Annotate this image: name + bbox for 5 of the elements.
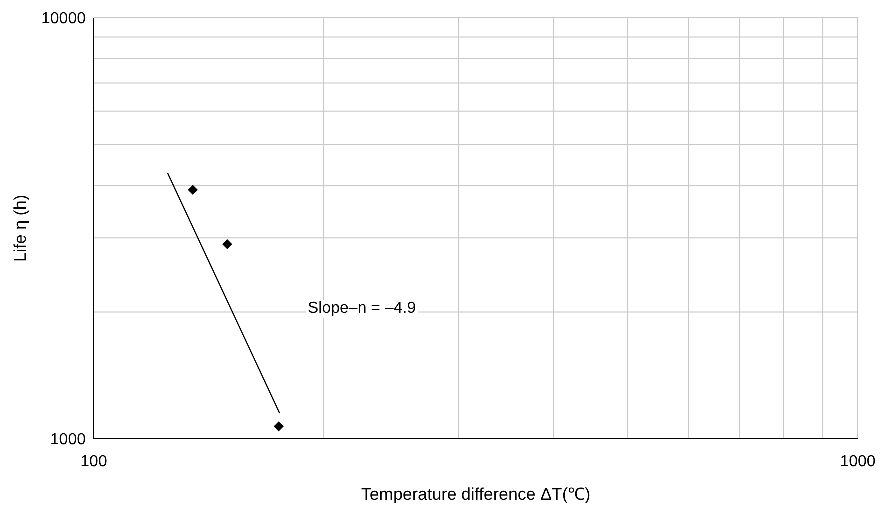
x-axis-title: Temperature difference ΔT(℃)	[361, 485, 591, 504]
x-tick-label: 100	[80, 453, 108, 470]
annotation: Slope–n = –4.9	[306, 300, 418, 318]
y-tick-label: 10000	[42, 10, 86, 28]
y-axis-title: Life η (h)	[11, 194, 30, 262]
